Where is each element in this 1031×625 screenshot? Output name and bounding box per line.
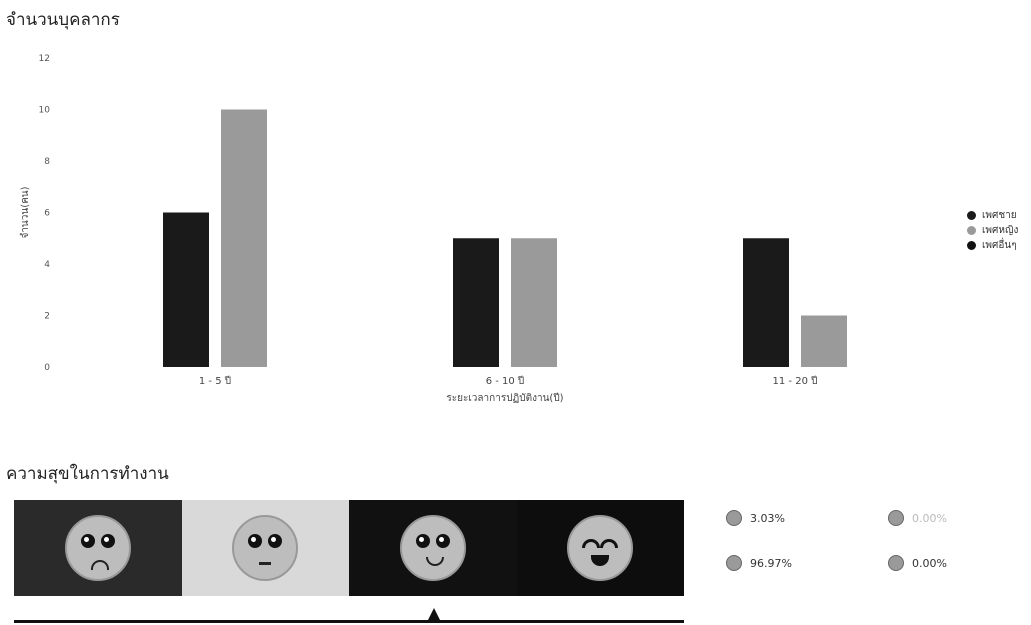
gauge-segment-grin bbox=[516, 500, 684, 596]
chart-title: จำนวนบุคลากร bbox=[6, 10, 120, 30]
y-axis-label: จำนวน(คน) bbox=[20, 186, 31, 238]
y-tick-label: 10 bbox=[39, 106, 51, 116]
legend-item-male[interactable]: เพศชาย bbox=[967, 208, 1018, 222]
gauge-baseline bbox=[14, 620, 684, 623]
stat-value: 96.97% bbox=[750, 556, 792, 570]
smile-face-icon bbox=[726, 555, 742, 571]
sad-face-icon bbox=[64, 515, 131, 581]
chart-legend: เพศชาย เพศหญิง เพศอื่นๆ bbox=[967, 208, 1018, 253]
stat-neutral: 0.00% bbox=[888, 510, 947, 526]
legend-label: เพศหญิง bbox=[982, 224, 1019, 236]
legend-dot-icon bbox=[967, 240, 976, 250]
bar bbox=[511, 238, 557, 367]
happiness-title: ความสุขในการทำงาน bbox=[6, 464, 169, 484]
smile-face-icon bbox=[399, 515, 466, 581]
neutral-face-icon bbox=[888, 510, 904, 526]
gauge-pointer-icon bbox=[428, 608, 440, 620]
grin-face-icon bbox=[888, 555, 904, 571]
legend-item-female[interactable]: เพศหญิง bbox=[967, 223, 1018, 237]
y-tick-label: 8 bbox=[44, 157, 50, 167]
legend-dot-icon bbox=[967, 210, 976, 220]
legend-dot-icon bbox=[967, 225, 976, 235]
x-tick-label: 1 - 5 ปี bbox=[199, 375, 231, 387]
y-tick-label: 6 bbox=[44, 209, 50, 219]
sad-face-icon bbox=[726, 510, 742, 526]
gauge-segment-neutral bbox=[181, 500, 349, 596]
bar bbox=[221, 109, 267, 367]
bar bbox=[801, 315, 847, 367]
bar-chart: 0 2 4 6 8 10 12 จำนวน(คน) 1 - 5 ปี 6 - 10 ปี 11 - … bbox=[20, 54, 847, 404]
happiness-stats: 3.03% 0.00% 96.97% 0.00% bbox=[726, 510, 1026, 590]
stat-grin: 0.00% bbox=[888, 555, 947, 571]
bar bbox=[453, 238, 499, 367]
x-tick-label: 6 - 10 ปี bbox=[486, 375, 525, 387]
stat-smile: 96.97% bbox=[726, 555, 792, 571]
legend-label: เพศอื่นๆ bbox=[982, 239, 1017, 251]
neutral-face-icon bbox=[232, 515, 299, 581]
legend-label: เพศชาย bbox=[982, 209, 1017, 221]
y-tick-label: 2 bbox=[44, 312, 50, 322]
x-axis-label: ระยะเวลาการปฏิบัติงาน(ปี) bbox=[446, 392, 563, 404]
y-tick-label: 4 bbox=[44, 260, 50, 270]
stat-sad: 3.03% bbox=[726, 510, 785, 526]
happiness-gauge bbox=[14, 500, 684, 596]
stat-value: 3.03% bbox=[750, 511, 785, 525]
grin-face-icon bbox=[567, 515, 634, 581]
bar bbox=[743, 238, 789, 367]
legend-item-other[interactable]: เพศอื่นๆ bbox=[967, 238, 1018, 252]
stat-value: 0.00% bbox=[912, 511, 947, 525]
gauge-segment-sad bbox=[14, 500, 182, 596]
gauge-segment-smile bbox=[349, 500, 517, 596]
y-tick-label: 12 bbox=[39, 54, 50, 64]
y-tick-label: 0 bbox=[44, 363, 50, 373]
bar bbox=[163, 212, 209, 367]
stat-value: 0.00% bbox=[912, 556, 947, 570]
x-tick-label: 11 - 20 ปี bbox=[773, 375, 818, 387]
